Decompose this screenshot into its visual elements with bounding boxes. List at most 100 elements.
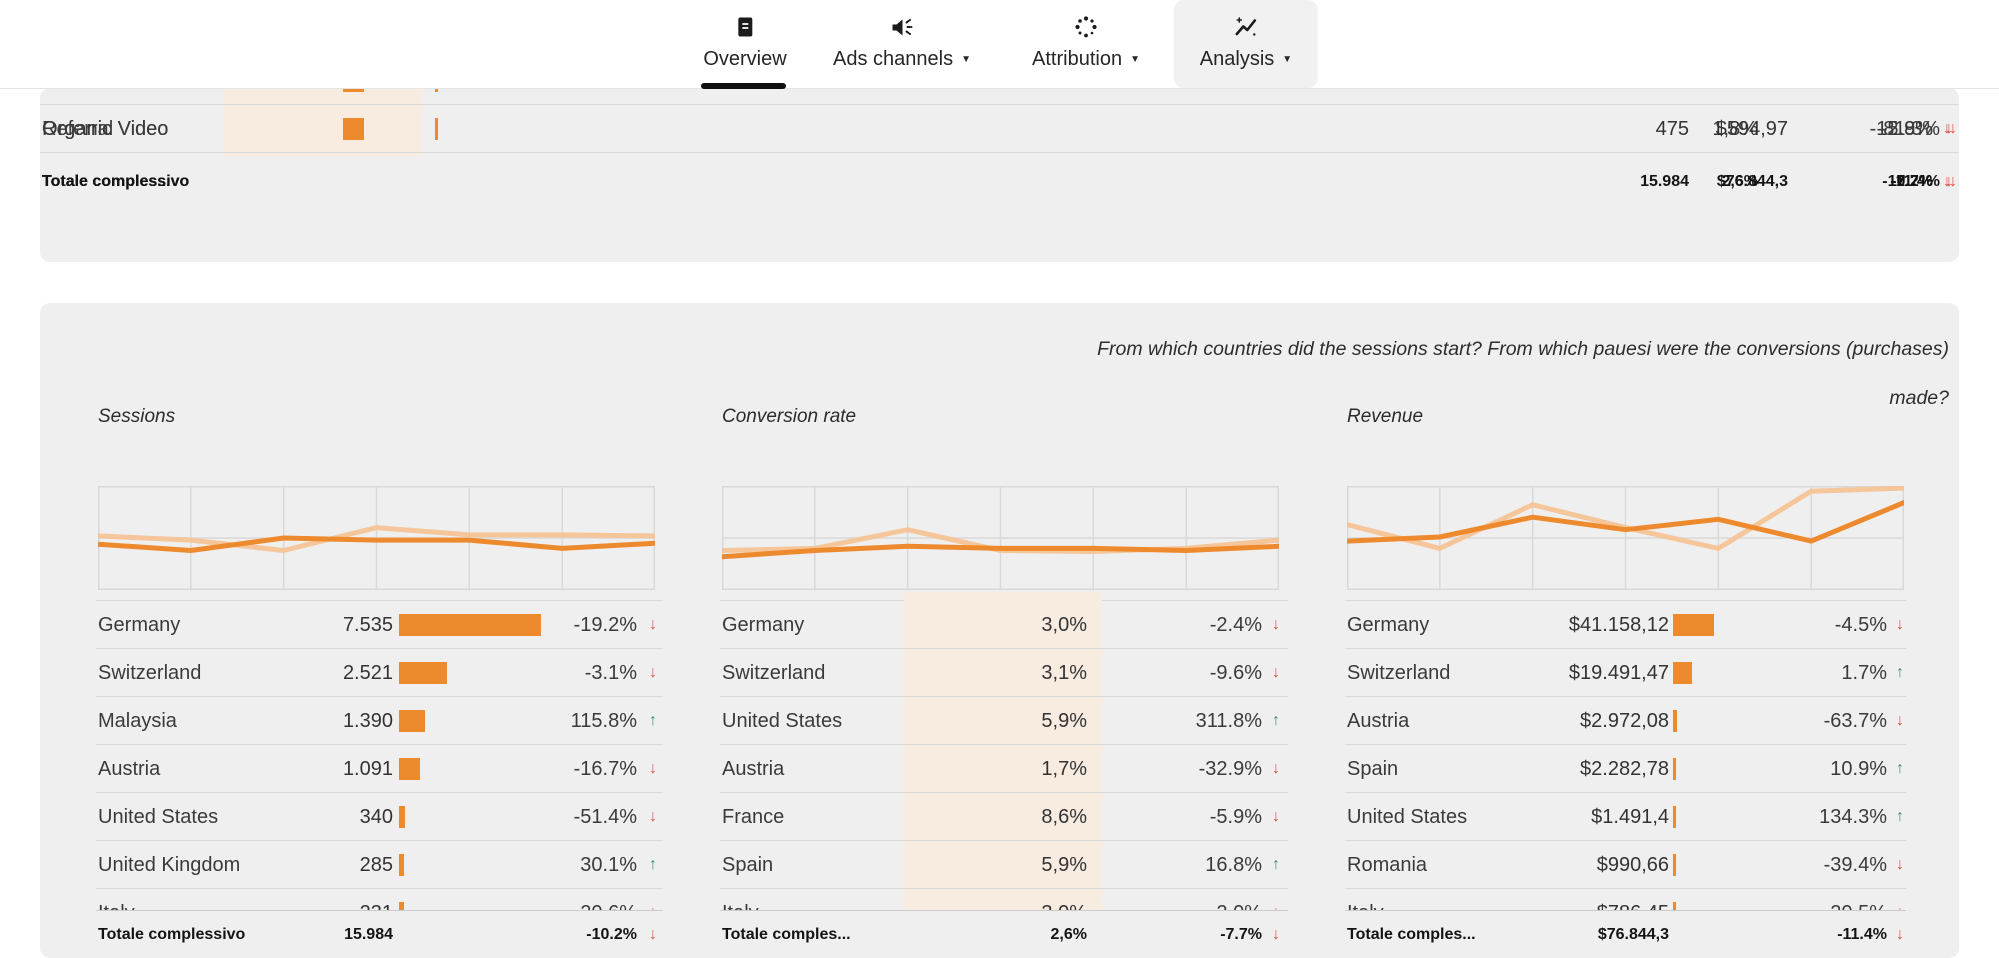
tab-overview[interactable]: Overview [677, 0, 812, 88]
dots-spinner-icon [1075, 16, 1097, 38]
total-label: Totale comples... [1347, 926, 1476, 943]
total-row[interactable]: Totale comples... $76.844,3 -11.4% ↓ [1345, 910, 1906, 958]
tab-ads-channels[interactable]: Ads channels ▼ [807, 0, 997, 88]
countries-card: From which countries did the sessions st… [40, 303, 1959, 958]
tab-label: Attribution ▼ [1032, 48, 1140, 70]
table-row[interactable]: Spain 5,9% 16.8% ↑ [720, 841, 1288, 889]
country-label: Austria [722, 758, 785, 780]
trend-arrow-icon: ↓ [1896, 616, 1904, 633]
table-row[interactable]: Switzerland $19.491,47 1.7% ↑ [1345, 649, 1906, 697]
table-row[interactable]: United States 340 -51.4% ↓ [96, 793, 663, 841]
metric-value: 3,0% [1041, 614, 1087, 636]
metric-value: 1.091 [342, 758, 393, 780]
table-row[interactable]: United States $1.491,4 134.3% ↑ [1345, 793, 1906, 841]
conversion-rate-section: Conversion rate Germany 3,0% -2.4% ↓ Swi… [720, 303, 1288, 958]
section-title: Sessions [98, 406, 176, 427]
total-change: -11.4% [1837, 926, 1887, 943]
trend-arrow-icon: ↑ [1272, 712, 1280, 729]
country-label: United States [722, 710, 843, 732]
table-row[interactable]: Spain $2.282,78 10.9% ↑ [1345, 745, 1906, 793]
table-row[interactable]: Germany 3,0% -2.4% ↓ [720, 601, 1288, 649]
table-row[interactable]: United Kingdom 285 30.1% ↑ [96, 841, 663, 889]
table-row[interactable]: Austria 1.091 -16.7% ↓ [96, 745, 663, 793]
total-row[interactable]: Totale complessivo $76.844,3 -11.4% ↓ [40, 158, 1959, 206]
value-highlight-band [904, 592, 1102, 911]
change-value: 1.7% [1841, 662, 1887, 684]
table-row[interactable]: Organic Video $594,97 -81.3% ↓ [40, 105, 1959, 153]
megaphone-icon [892, 19, 913, 36]
trend-arrow-icon: ↓ [1943, 173, 1951, 190]
table-row[interactable]: Germany $41.158,12 -4.5% ↓ [1345, 601, 1906, 649]
tab-label: Ads channels ▼ [833, 48, 971, 70]
total-value: 15.984 [1640, 173, 1689, 190]
country-label: Germany [1347, 614, 1430, 636]
total-change: -11.4% [1890, 173, 1940, 190]
table-row[interactable]: Switzerland 2.521 -3.1% ↓ [96, 649, 663, 697]
value-bar [435, 118, 438, 140]
country-label: Austria [98, 758, 161, 780]
table-row[interactable]: Romania $990,66 -39.4% ↓ [1345, 841, 1906, 889]
trend-arrow-icon: ↑ [1896, 760, 1904, 777]
table-row[interactable]: Malaysia 1.390 115.8% ↑ [96, 697, 663, 745]
trend-arrow-icon: ↓ [1945, 120, 1953, 137]
total-change: -10.2% [1882, 173, 1933, 190]
metric-value: $41.158,12 [1568, 614, 1669, 636]
trend-arrow-icon: ↑ [1272, 856, 1280, 873]
metric-value: 285 [359, 854, 393, 876]
trend-arrow-icon: ↑ [1896, 808, 1904, 825]
value-bar [399, 614, 541, 636]
trend-arrow-icon: ↓ [1272, 760, 1280, 777]
tab-analysis[interactable]: Analysis ▼ [1173, 0, 1319, 88]
sessions-sparkline [98, 486, 655, 590]
change-value: -9.6% [1209, 662, 1262, 684]
chevron-down-icon: ▼ [1130, 54, 1140, 65]
table-row[interactable]: Switzerland 3,1% -9.6% ↓ [720, 649, 1288, 697]
insights-icon [1235, 17, 1257, 36]
total-row[interactable]: Totale complessivo 15.984 -10.2% ↓ [40, 158, 1959, 206]
tab-attribution[interactable]: Attribution ▼ [1006, 0, 1166, 88]
country-label: United States [98, 806, 219, 828]
table-row[interactable]: Austria $2.972,08 -63.7% ↓ [1345, 697, 1906, 745]
total-label: Totale complessivo [98, 926, 246, 943]
insight-question: From which countries did the sessions st… [1097, 325, 1949, 423]
change-value: -16.7% [573, 758, 637, 780]
metric-value: 475 [1655, 118, 1689, 140]
table-row[interactable]: Austria 1,7% -32.9% ↓ [720, 745, 1288, 793]
metric-value: 2.521 [342, 662, 393, 684]
country-label: Spain [722, 854, 774, 876]
active-tab-underline [701, 83, 786, 89]
change-value: -5.9% [1880, 118, 1933, 140]
country-label: United States [1347, 806, 1468, 828]
change-value: -5.9% [1209, 806, 1262, 828]
sessions-section: Sessions Germany 7.535 -19.2% ↓ Switzerl… [96, 303, 663, 958]
metric-value: 5,9% [1041, 854, 1087, 876]
trend-arrow-icon: ↓ [1272, 808, 1280, 825]
table-row[interactable] [40, 88, 1959, 105]
total-change: -7.7% [1891, 173, 1933, 190]
value-bar [1673, 806, 1676, 828]
metric-value: 7.535 [342, 614, 393, 636]
value-bar [343, 88, 364, 92]
trend-arrow-icon: ↓ [649, 664, 657, 681]
question-line-2: made? [1889, 387, 1949, 409]
total-row[interactable]: Totale comples... 2,6% -7.7% ↓ [40, 158, 1959, 206]
trend-arrow-icon: ↓ [1272, 926, 1280, 943]
revenue-table: Germany $41.158,12 -4.5% ↓ Switzerland $… [1345, 600, 1906, 937]
metric-value: $990,66 [1596, 854, 1669, 876]
country-label: United Kingdom [98, 854, 241, 876]
channels-sessions-table: Totale complessivo 15.984 -10.2% ↓ Refer… [40, 88, 1959, 190]
change-value: -63.7% [1823, 710, 1887, 732]
total-row[interactable]: Totale complessivo 15.984 -10.2% ↓ [96, 910, 663, 958]
country-label: Spain [1347, 758, 1399, 780]
total-value: 15.984 [344, 926, 393, 943]
table-row[interactable]: Germany 7.535 -19.2% ↓ [96, 601, 663, 649]
country-label: Germany [722, 614, 805, 636]
table-row[interactable]: United States 5,9% 311.8% ↑ [720, 697, 1288, 745]
table-row[interactable]: France 8,6% -5.9% ↓ [720, 793, 1288, 841]
value-bar [1673, 662, 1692, 684]
channels-card: Totale complessivo 15.984 -10.2% ↓ Refer… [40, 88, 1959, 262]
total-row[interactable]: Totale comples... 2,6% -7.7% ↓ [720, 910, 1288, 958]
value-bar [1673, 758, 1676, 780]
total-value: $76.844,3 [1716, 173, 1788, 190]
document-icon [737, 17, 752, 37]
